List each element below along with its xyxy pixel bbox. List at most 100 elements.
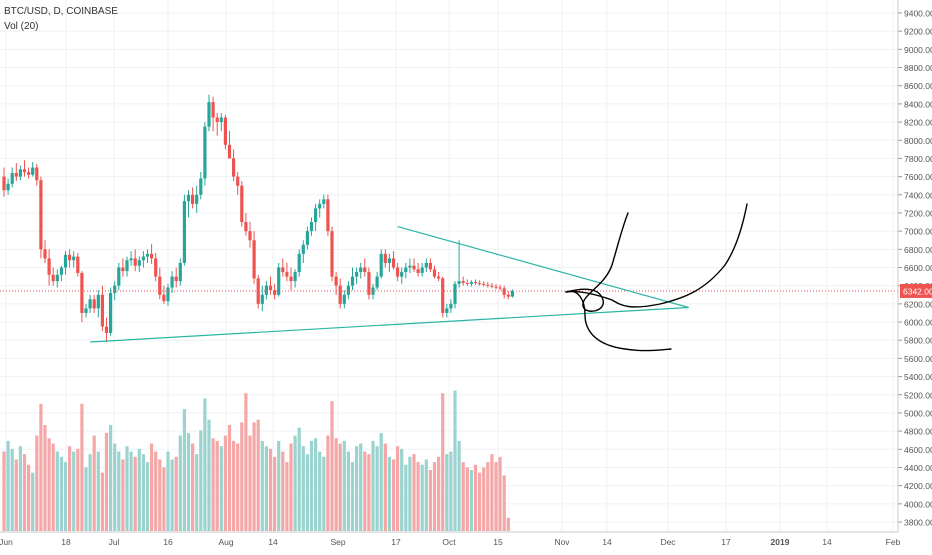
volume-bar: [18, 446, 22, 531]
volume-bar: [264, 446, 268, 531]
volume-bar: [285, 462, 289, 531]
trendline: [90, 306, 689, 343]
freehand-drawing: [565, 203, 748, 308]
price-tick-label: 7400.00: [904, 190, 932, 200]
volume-bar: [469, 470, 473, 531]
volume-bar: [432, 462, 437, 531]
candle-body: [473, 282, 478, 284]
candle-body: [301, 244, 305, 254]
candle-body: [195, 194, 199, 204]
volume-bar: [117, 451, 121, 531]
candle-body: [461, 281, 465, 283]
candle-body: [469, 282, 473, 284]
volume-bar: [498, 456, 502, 531]
freehand-drawing: [565, 212, 629, 312]
candle-body: [465, 282, 469, 284]
candle-body: [240, 185, 244, 223]
volume-bar: [154, 451, 158, 531]
volume-bar: [465, 467, 469, 531]
candle-body: [445, 308, 449, 313]
volume-bar: [494, 462, 498, 531]
candle-body: [506, 294, 510, 297]
freehand-drawings: [565, 203, 748, 352]
time-tick-label: 17: [721, 537, 731, 547]
volume-bar: [326, 435, 330, 531]
volume-bar: [293, 435, 297, 531]
volume-bar: [223, 435, 227, 531]
price-tick-label: 7600.00: [904, 172, 932, 182]
candle-body: [486, 284, 490, 286]
volume-bar: [256, 419, 260, 531]
volume-bar: [281, 451, 285, 531]
time-tick-label: Feb: [886, 537, 901, 547]
candle-body: [387, 258, 391, 263]
price-tick-label: 4800.00: [904, 427, 932, 437]
candle-body: [404, 267, 408, 273]
candle-body: [80, 272, 84, 313]
candle-body: [326, 199, 330, 232]
price-tick-label: 4600.00: [904, 445, 932, 455]
volume-bar: [22, 454, 27, 531]
volume-bar: [309, 440, 314, 531]
candle-body: [47, 258, 51, 275]
time-tick-label: Jul: [109, 537, 120, 547]
volume-bar: [125, 446, 129, 531]
volume-bar: [416, 462, 420, 531]
candle-body: [244, 222, 248, 232]
candle-body: [305, 231, 309, 245]
volume-bar: [68, 446, 72, 531]
candle-body: [314, 208, 318, 223]
candle-body: [453, 283, 457, 304]
volume-bar: [55, 451, 59, 531]
candle-body: [252, 240, 256, 279]
volume-bar: [297, 427, 301, 531]
candle-body: [408, 265, 412, 268]
volume-bar: [6, 440, 10, 531]
volume-bar: [96, 451, 100, 531]
candle-body: [141, 256, 145, 261]
volume-bar: [63, 462, 68, 531]
candle-body: [14, 172, 18, 177]
trendline: [397, 226, 689, 309]
volume-bar: [437, 456, 441, 531]
candle-body: [342, 294, 346, 304]
volume-indicator-label[interactable]: Vol (20): [4, 21, 39, 32]
volume-bar: [350, 462, 355, 531]
time-tick-label: Sep: [330, 537, 345, 547]
volume-bar: [248, 435, 252, 531]
candle-body: [396, 267, 400, 277]
candle-body: [10, 172, 14, 184]
legend: BTC/USD, D, COINBASE Vol (20): [4, 4, 118, 34]
symbol-title[interactable]: BTC/USD, D, COINBASE: [4, 6, 118, 17]
volume-bar: [252, 422, 256, 531]
candle-body: [215, 117, 219, 123]
candle-body: [379, 253, 383, 277]
candle-body: [182, 201, 186, 263]
candle-body: [178, 262, 182, 282]
volume-bar: [145, 462, 150, 531]
candle-body: [285, 272, 289, 277]
candle-body: [420, 267, 424, 273]
volume-bar: [322, 456, 326, 531]
volume-bar: [391, 459, 396, 531]
candle-body: [150, 253, 154, 259]
volume-bar: [334, 438, 338, 531]
price-tick-label: 3800.00: [904, 518, 932, 528]
volume-bar: [363, 451, 367, 531]
volume-bar: [35, 435, 39, 531]
volume-bar: [182, 409, 186, 531]
candle-body: [289, 276, 293, 282]
volume-bar: [92, 435, 96, 531]
candle-body: [207, 102, 211, 127]
candle-body: [367, 272, 371, 295]
candle-body: [39, 180, 43, 250]
volume-bar: [76, 448, 80, 531]
volume-bar: [43, 425, 47, 531]
time-tick-label: Oct: [442, 537, 456, 547]
candle-body: [236, 176, 240, 186]
candle-body: [125, 260, 129, 272]
price-tick-label: 7200.00: [904, 208, 932, 218]
candle-body: [346, 285, 350, 295]
